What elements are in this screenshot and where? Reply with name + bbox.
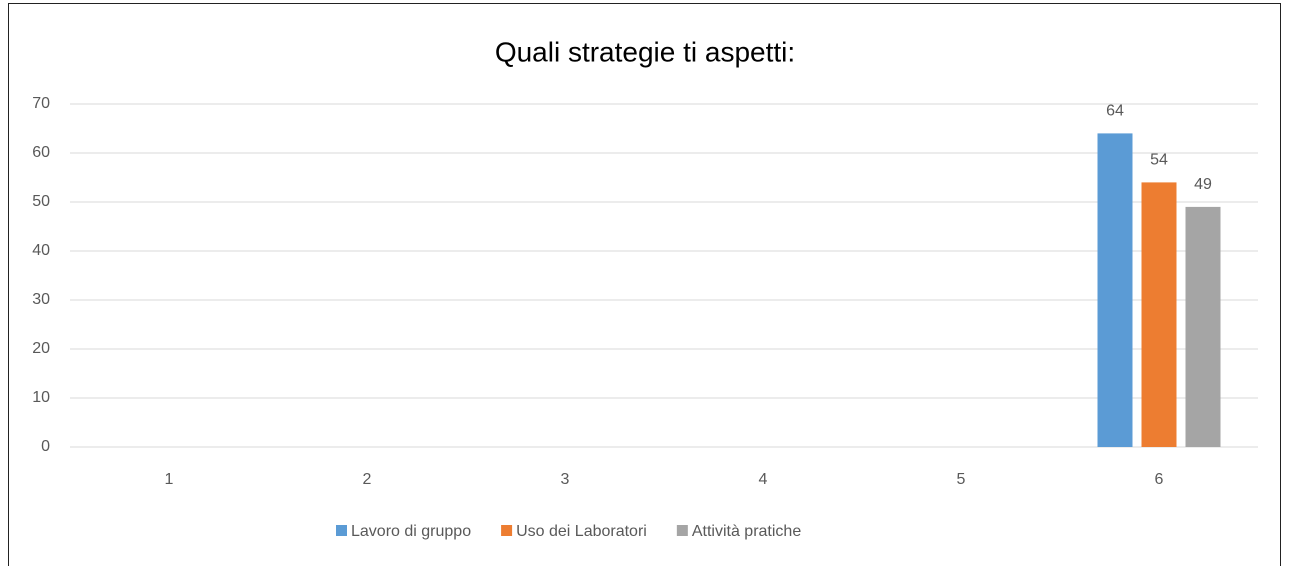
data-label: 49: [1194, 176, 1212, 193]
y-tick-label: 50: [32, 193, 50, 210]
y-tick-label: 0: [41, 438, 50, 455]
data-label: 54: [1150, 152, 1168, 169]
legend-swatch: [676, 525, 688, 536]
x-tick-label: 4: [759, 471, 768, 488]
x-tick-label: 1: [165, 471, 174, 488]
chart-border: [8, 3, 1281, 566]
data-label: 64: [1106, 103, 1124, 120]
y-tick-label: 20: [32, 340, 50, 357]
y-tick-label: 70: [32, 95, 50, 112]
x-tick-label: 3: [561, 471, 570, 488]
y-tick-label: 10: [32, 389, 50, 406]
legend-label: Lavoro di gruppo: [351, 523, 471, 540]
bar: [1097, 133, 1133, 447]
legend-swatch: [501, 525, 513, 536]
legend-swatch: [336, 525, 347, 536]
x-tick-label: 2: [363, 471, 372, 488]
legend-label: Attività pratiche: [692, 523, 801, 540]
bar: [1141, 182, 1177, 447]
chart-title: Quali strategie ti aspetti:: [495, 36, 795, 67]
legend-label: Uso dei Laboratori: [516, 523, 647, 540]
x-tick-label: 5: [957, 471, 966, 488]
x-tick-label: 6: [1155, 471, 1164, 488]
y-tick-label: 30: [32, 291, 50, 308]
y-tick-label: 40: [32, 242, 50, 259]
y-tick-label: 60: [32, 144, 50, 161]
bar: [1185, 206, 1221, 447]
